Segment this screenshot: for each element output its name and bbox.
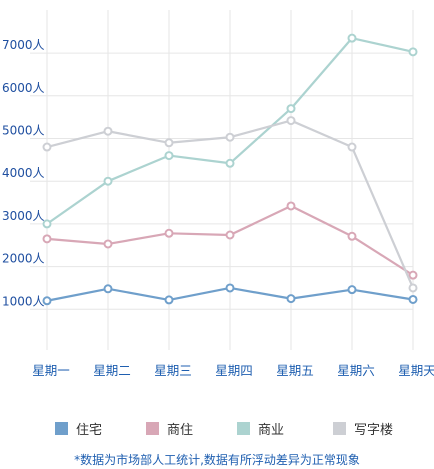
legend-item[interactable]: 商住 [146,419,193,438]
data-point[interactable] [347,231,357,241]
x-tick-label: 星期二 [93,363,131,378]
data-point[interactable] [103,239,113,249]
data-point[interactable] [286,116,296,126]
legend-label: 写字楼 [354,423,394,438]
data-point[interactable] [42,142,52,152]
x-axis-ticks: 星期一 星期二 星期三 星期四 星期五 星期六 星期天 [32,363,434,378]
x-tick-label: 星期一 [32,363,70,378]
x-tick-label: 星期三 [154,363,192,378]
data-point[interactable] [225,283,235,293]
x-tick-label: 星期六 [337,363,375,378]
y-tick-label: 5000人 [2,124,45,138]
x-tick-label: 星期天 [398,363,434,378]
y-tick-label: 2000人 [2,252,45,266]
legend-item[interactable]: 住宅 [55,419,102,438]
data-point[interactable] [103,176,113,186]
x-tick-label: 星期五 [276,363,314,378]
legend-label: 商业 [258,423,285,438]
data-point[interactable] [347,285,357,295]
footnote: *数据为市场部人工统计,数据有所浮动差异为正常现象 [74,453,360,467]
legend-item[interactable]: 商业 [237,419,284,438]
data-point[interactable] [286,104,296,114]
series-商业 [42,33,418,229]
data-point[interactable] [164,151,174,161]
data-point[interactable] [347,33,357,43]
legend-swatch [146,422,159,435]
data-point[interactable] [408,294,418,304]
data-point[interactable] [103,126,113,136]
x-tick-label: 星期四 [215,363,253,378]
data-point[interactable] [286,201,296,211]
legend-label: 商住 [167,423,194,438]
legend-swatch [237,422,250,435]
data-point[interactable] [164,228,174,238]
data-point[interactable] [42,296,52,306]
data-point[interactable] [408,270,418,280]
y-tick-label: 6000人 [2,81,45,95]
series-写字楼 [42,116,418,293]
data-point[interactable] [164,138,174,148]
legend: 住宅 商住 商业 写字楼 [0,419,434,441]
data-point[interactable] [42,234,52,244]
data-point[interactable] [103,284,113,294]
legend-swatch [333,422,346,435]
data-point[interactable] [164,295,174,305]
data-point[interactable] [347,142,357,152]
data-point[interactable] [408,47,418,57]
legend-item[interactable]: 写字楼 [333,419,393,438]
data-point[interactable] [225,230,235,240]
y-tick-label: 4000人 [2,166,45,180]
legend-swatch [55,422,68,435]
data-point[interactable] [225,132,235,142]
data-point[interactable] [408,283,418,293]
y-axis-ticks: 1000人 2000人 3000人 4000人 5000人 6000人 7000人 [2,38,45,308]
y-tick-label: 7000人 [2,38,45,52]
legend-label: 住宅 [76,423,103,438]
series-住宅 [42,283,418,306]
data-point[interactable] [286,294,296,304]
data-point[interactable] [42,219,52,229]
series-group [42,33,418,306]
grid-lines [30,10,414,350]
series-商住 [42,201,418,280]
y-tick-label: 1000人 [2,294,45,308]
data-point[interactable] [225,158,235,168]
y-tick-label: 3000人 [2,209,45,223]
